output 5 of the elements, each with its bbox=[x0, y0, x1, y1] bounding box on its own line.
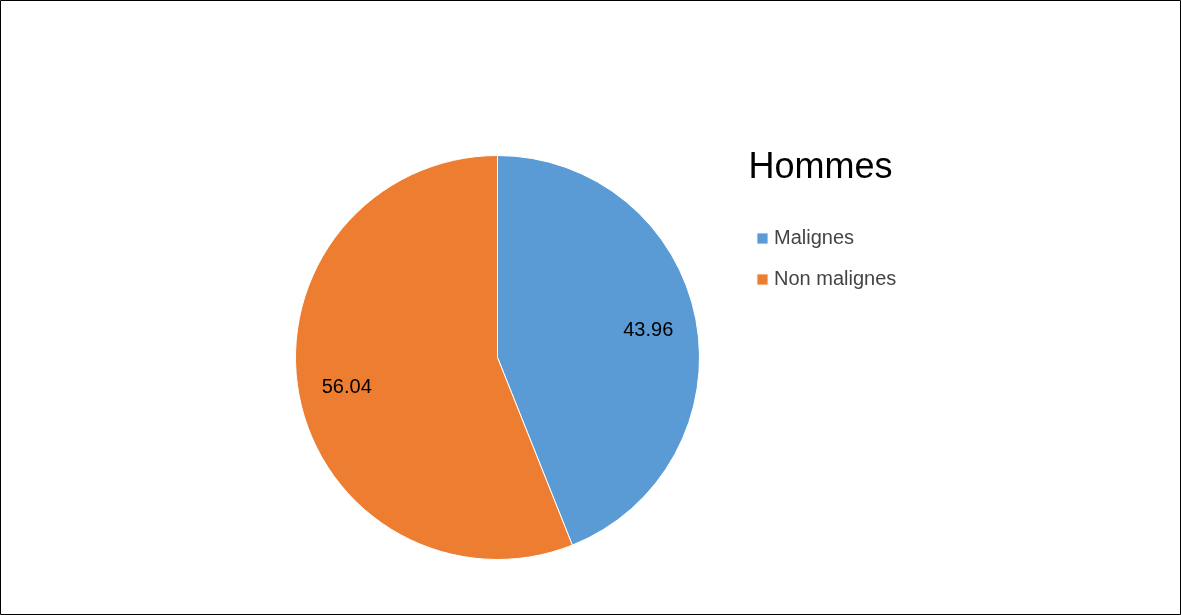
data-label: 43.96 bbox=[623, 317, 674, 340]
legend-label: Malignes bbox=[774, 226, 855, 249]
legend-label: Non malignes bbox=[774, 267, 897, 290]
data-label: 56.04 bbox=[321, 375, 372, 398]
chart-title: Hommes bbox=[748, 145, 893, 186]
